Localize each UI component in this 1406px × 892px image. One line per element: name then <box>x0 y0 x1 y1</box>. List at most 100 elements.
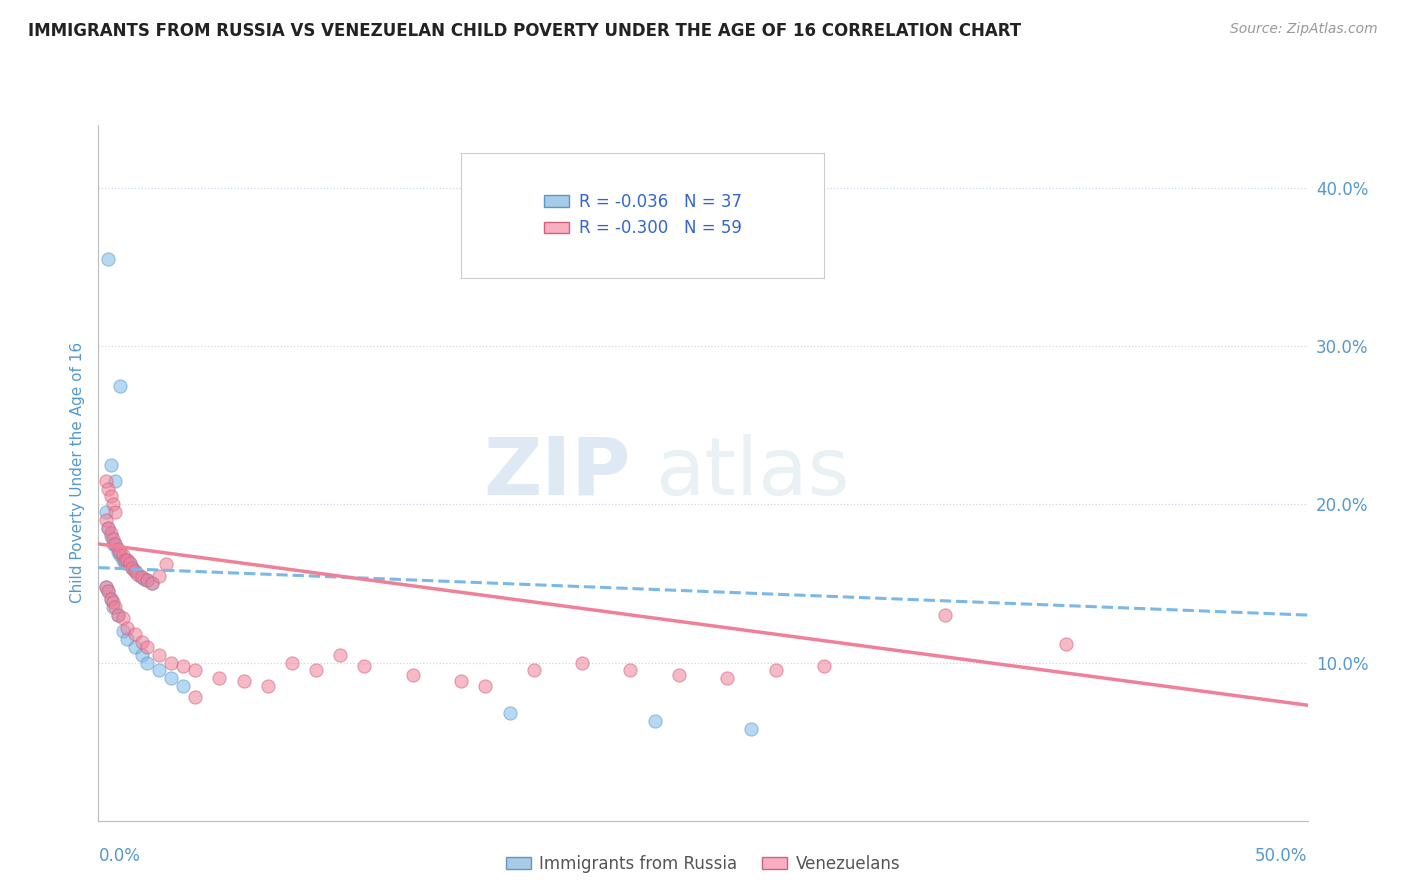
Point <box>134 572 156 586</box>
Point <box>450 674 472 689</box>
Point <box>111 624 134 638</box>
Point <box>117 552 139 567</box>
Point <box>128 568 150 582</box>
Point <box>94 474 117 488</box>
Point <box>131 648 153 662</box>
Point <box>256 679 278 693</box>
Point <box>101 600 124 615</box>
Point <box>117 552 139 567</box>
Point <box>97 252 120 267</box>
Point <box>668 668 690 682</box>
Point <box>124 627 146 641</box>
Point <box>141 576 163 591</box>
Point <box>94 505 117 519</box>
Point <box>101 595 124 609</box>
Point <box>305 664 328 678</box>
Point <box>104 537 127 551</box>
Point <box>121 560 143 574</box>
Point <box>934 608 956 623</box>
Point <box>97 482 120 496</box>
Point <box>107 608 129 623</box>
Point <box>114 552 136 567</box>
Point <box>148 568 170 582</box>
Text: 0.0%: 0.0% <box>98 847 141 865</box>
Point <box>100 490 122 504</box>
Point <box>135 574 157 588</box>
Point <box>97 584 120 599</box>
Point <box>644 714 666 728</box>
Point <box>619 664 641 678</box>
Point <box>402 668 425 682</box>
Point <box>474 679 496 693</box>
Text: Source: ZipAtlas.com: Source: ZipAtlas.com <box>1230 22 1378 37</box>
Point <box>232 674 254 689</box>
Point <box>100 529 122 543</box>
Point <box>148 664 170 678</box>
Point <box>135 640 157 654</box>
Point <box>108 545 131 559</box>
Point <box>148 648 170 662</box>
Point <box>97 521 120 535</box>
Point <box>124 564 146 578</box>
Point <box>184 664 207 678</box>
Point <box>571 656 593 670</box>
Point <box>716 671 738 685</box>
Point <box>765 664 787 678</box>
Point <box>353 658 375 673</box>
Point <box>104 600 127 615</box>
Point <box>118 558 141 572</box>
Point <box>101 532 124 546</box>
Point <box>1054 636 1077 650</box>
Point <box>94 513 117 527</box>
Point <box>135 656 157 670</box>
Text: IMMIGRANTS FROM RUSSIA VS VENEZUELAN CHILD POVERTY UNDER THE AGE OF 16 CORRELATI: IMMIGRANTS FROM RUSSIA VS VENEZUELAN CHI… <box>28 22 1021 40</box>
Text: ZIP: ZIP <box>484 434 630 512</box>
Point <box>107 608 129 623</box>
Point <box>121 560 143 574</box>
Point <box>97 521 120 535</box>
Point <box>124 564 146 578</box>
Point <box>101 497 124 511</box>
Point <box>94 580 117 594</box>
Text: atlas: atlas <box>655 434 849 512</box>
Point <box>131 635 153 649</box>
Point <box>118 556 141 570</box>
Point <box>160 656 183 670</box>
Point <box>141 576 163 591</box>
Point <box>127 566 149 581</box>
Point <box>131 570 153 584</box>
Point <box>104 537 127 551</box>
Point <box>740 722 762 736</box>
Point <box>523 664 546 678</box>
Point <box>114 556 136 570</box>
Point <box>172 679 194 693</box>
Point <box>172 658 194 673</box>
Point <box>111 552 134 567</box>
Point <box>155 558 177 572</box>
Point <box>117 621 139 635</box>
Point <box>160 671 183 685</box>
Point <box>108 378 131 392</box>
Y-axis label: Child Poverty Under the Age of 16: Child Poverty Under the Age of 16 <box>69 343 84 603</box>
Point <box>94 580 117 594</box>
Point <box>100 592 122 607</box>
Point <box>107 545 129 559</box>
Point <box>100 592 122 607</box>
Point <box>104 474 127 488</box>
Point <box>111 548 134 562</box>
Point <box>100 525 122 540</box>
Point <box>104 505 127 519</box>
Point <box>97 584 120 599</box>
Point <box>281 656 304 670</box>
Point <box>135 574 157 588</box>
Text: 50.0%: 50.0% <box>1256 847 1308 865</box>
Point <box>184 690 207 705</box>
Point <box>208 671 231 685</box>
Point <box>107 541 129 556</box>
Point <box>813 658 835 673</box>
Point <box>111 611 134 625</box>
Point <box>124 640 146 654</box>
Point <box>498 706 520 720</box>
Point <box>101 537 124 551</box>
Point <box>100 458 122 472</box>
